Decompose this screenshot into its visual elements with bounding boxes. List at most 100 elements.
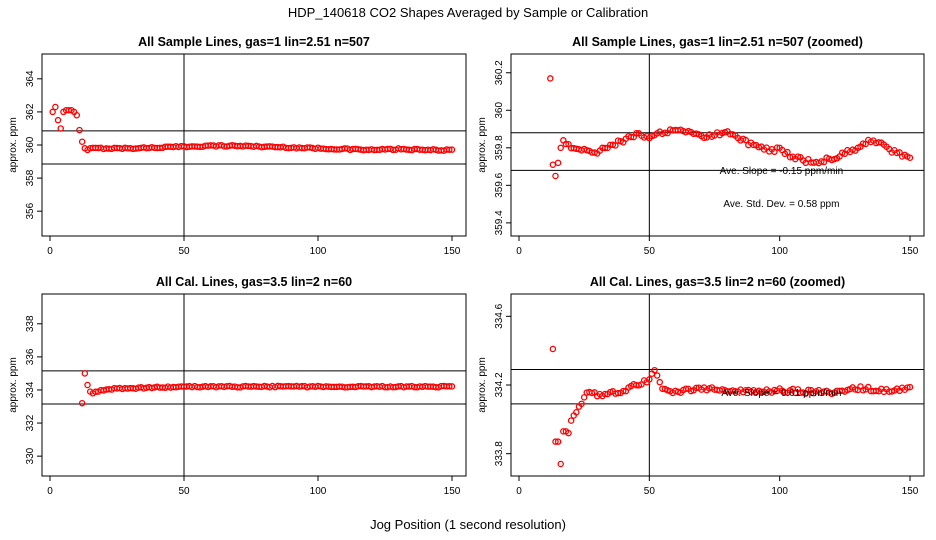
data-point: [54, 116, 62, 124]
data-point: [52, 103, 59, 111]
data-point: [601, 144, 609, 152]
y-tick-label: 358: [25, 169, 36, 186]
data-point: [612, 142, 619, 149]
y-tick-label: 334: [25, 381, 36, 398]
x-tick-label: 150: [444, 246, 461, 257]
y-tick-label: 338: [25, 315, 36, 332]
data-point: [750, 141, 757, 149]
data-point: [81, 370, 89, 377]
data-point: [904, 384, 911, 391]
data-point: [78, 138, 86, 145]
data-point: [76, 126, 83, 134]
data-point: [78, 399, 86, 407]
data-point: [755, 143, 763, 151]
data-point: [872, 387, 880, 395]
data-point: [773, 144, 781, 151]
x-tick-label: 0: [516, 486, 522, 497]
data-point: [552, 172, 559, 180]
data-point: [784, 148, 791, 156]
data-point: [565, 429, 572, 437]
data-point: [646, 376, 653, 383]
panel-title: All Sample Lines, gas=1 lin=2.51 n=507 (…: [572, 35, 863, 49]
plot-frame: [510, 53, 925, 237]
data-point: [446, 146, 453, 153]
x-tick-label: 100: [310, 246, 327, 257]
data-point: [567, 417, 575, 424]
data-point: [805, 386, 812, 394]
x-axis-outer-label: Jog Position (1 second resolution): [370, 517, 566, 532]
x-tick-label: 0: [516, 246, 522, 257]
data-point: [906, 154, 914, 162]
data-point: [549, 345, 557, 353]
data-point: [554, 438, 562, 445]
data-point: [580, 394, 588, 401]
data-point: [651, 366, 658, 374]
data-point: [682, 385, 690, 393]
data-point: [614, 389, 622, 397]
data-point: [758, 388, 765, 396]
data-point: [549, 161, 557, 168]
x-tick-label: 150: [902, 246, 919, 257]
y-axis-label: approx. ppm: [8, 357, 19, 413]
data-point: [700, 134, 708, 142]
data-point: [906, 383, 914, 391]
stat-annotation: Ave. Std. Dev. = 0.58 ppm: [723, 199, 839, 210]
stat-annotation: Ave. Slope = 0.01 ppm/min: [721, 388, 841, 399]
figure-title: HDP_140618 CO2 Shapes Averaged by Sample…: [287, 5, 649, 20]
data-point: [554, 159, 562, 167]
data-point: [875, 139, 882, 146]
data-point: [57, 125, 64, 132]
data-point: [446, 382, 453, 390]
data-point: [859, 140, 867, 147]
panel-title: All Cal. Lines, gas=3.5 lin=2 n=60: [156, 275, 352, 289]
y-axis-label: approx. ppm: [477, 357, 488, 413]
x-tick-label: 150: [444, 486, 461, 497]
x-tick-label: 0: [47, 246, 53, 257]
y-tick-label: 356: [25, 202, 36, 219]
y-tick-label: 360: [494, 102, 505, 119]
data-point: [781, 389, 789, 396]
x-tick-label: 150: [902, 486, 919, 497]
panel-title: All Cal. Lines, gas=3.5 lin=2 n=60 (zoom…: [590, 275, 845, 289]
data-point: [653, 372, 661, 379]
stat-annotation: Ave. Slope = -0.15 ppm/min: [720, 166, 844, 177]
x-tick-label: 50: [178, 246, 190, 257]
data-point: [620, 387, 627, 395]
y-axis-label: approx. ppm: [477, 117, 488, 173]
x-tick-label: 50: [178, 486, 190, 497]
x-tick-label: 0: [47, 486, 53, 497]
data-point: [448, 383, 456, 390]
data-point: [552, 438, 559, 445]
y-tick-label: 334.6: [494, 303, 505, 328]
y-tick-label: 359.8: [494, 135, 505, 160]
x-tick-label: 50: [644, 486, 656, 497]
data-point: [893, 149, 901, 157]
data-point: [562, 140, 570, 148]
y-tick-label: 359.6: [494, 172, 505, 197]
data-point: [557, 144, 564, 152]
data-point: [578, 400, 585, 408]
chart-panel-1: All Sample Lines, gas=1 lin=2.51 n=507 0 5…: [8, 35, 467, 257]
plot-frame: [41, 293, 467, 477]
data-point: [633, 130, 640, 137]
y-tick-label: 334.2: [494, 372, 505, 397]
y-axis-label: approx. ppm: [8, 117, 19, 173]
y-tick-label: 333.8: [494, 441, 505, 466]
x-tick-label: 100: [771, 486, 788, 497]
y-tick-label: 360.2: [494, 60, 505, 85]
y-tick-label: 364: [25, 70, 36, 87]
data-point: [588, 389, 596, 397]
data-point: [852, 386, 859, 393]
data-point: [84, 381, 91, 389]
y-tick-label: 332: [25, 414, 36, 431]
chart-panel-3: All Cal. Lines, gas=3.5 lin=2 n=60 0 50 100…: [8, 275, 467, 497]
data-point: [656, 378, 664, 386]
data-point: [573, 408, 580, 416]
y-tick-label: 362: [25, 103, 36, 120]
data-point: [547, 75, 554, 82]
data-point: [661, 129, 669, 136]
y-tick-label: 330: [25, 447, 36, 464]
data-point: [601, 390, 609, 398]
y-tick-label: 336: [25, 348, 36, 365]
